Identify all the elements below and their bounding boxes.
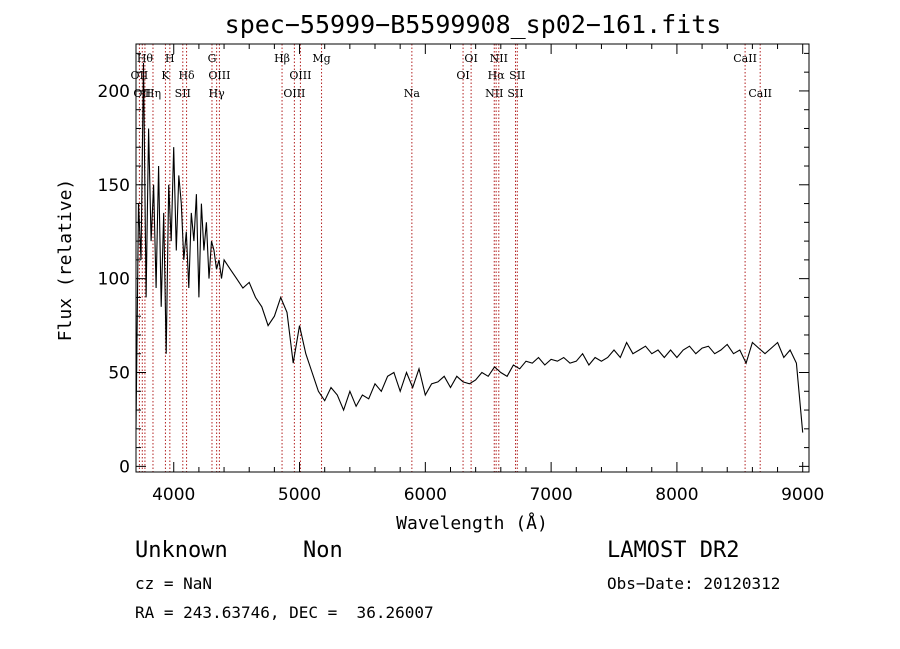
survey-name: LAMOST DR2 — [607, 538, 740, 563]
x-axis-label: Wavelength (Å) — [396, 512, 548, 534]
marker-label-0: OII — [131, 69, 149, 82]
marker-label-16: OI — [456, 69, 469, 82]
x-tick-label-3: 7000 — [529, 485, 572, 505]
x-tick-label-0: 4000 — [152, 485, 195, 505]
plot-frame — [135, 43, 810, 473]
coordinates: RA = 243.63746, DEC = 36.26007 — [135, 603, 434, 622]
marker-label-17: OI — [464, 52, 477, 65]
marker-label-12: OIII — [283, 87, 305, 100]
marker-label-21: SII — [507, 87, 523, 100]
marker-label-18: NII — [485, 87, 503, 100]
x-tick-label-2: 6000 — [404, 485, 447, 505]
y-tick-label-0: 0 — [119, 457, 130, 477]
marker-label-5: H — [165, 52, 175, 65]
emission-line-markers: OIIOIIHθHηKHSIIHδGHγOIIIHβOIIIOIIIMgNaOI… — [131, 44, 772, 472]
marker-label-11: Hβ — [274, 52, 290, 65]
marker-label-9: Hγ — [209, 87, 226, 100]
axes: 4000 5000 6000 7000 8000 9000 0 50 100 150 200 — [98, 44, 824, 505]
marker-label-10: OIII — [208, 69, 230, 82]
marker-label-6: SII — [175, 87, 191, 100]
y-tick-label-3: 150 — [98, 176, 130, 196]
observation-date: Obs−Date: 20120312 — [607, 574, 781, 593]
object-class: Unknown — [135, 538, 228, 563]
marker-label-7: Hδ — [178, 69, 195, 82]
marker-label-1: OII — [133, 87, 151, 100]
marker-label-19: Hα — [488, 69, 506, 82]
redshift-cz: cz = NaN — [135, 574, 213, 593]
marker-label-2: Hθ — [137, 52, 154, 65]
marker-label-14: Mg — [312, 52, 330, 65]
y-tick-label-4: 200 — [98, 82, 130, 102]
chart-title: spec−55999−B5599908_sp02−161.fits — [225, 10, 722, 39]
marker-label-8: G — [208, 52, 217, 65]
y-tick-label-2: 100 — [98, 270, 130, 290]
x-tick-label-5: 9000 — [781, 485, 824, 505]
x-tick-label-1: 5000 — [278, 485, 321, 505]
x-tick-label-4: 8000 — [655, 485, 698, 505]
marker-label-22: SII — [509, 69, 525, 82]
spectrum-chart: spec−55999−B5599908_sp02−161.fits OII OII… — [55, 10, 824, 534]
y-tick-label-1: 50 — [108, 364, 130, 384]
marker-label-15: Na — [404, 87, 421, 100]
marker-label-20: NII — [490, 52, 508, 65]
marker-label-3: Hη — [145, 87, 161, 100]
marker-label-24: CaII — [748, 87, 772, 100]
marker-label-4: K — [161, 69, 170, 82]
y-axis-label: Flux (relative) — [55, 179, 76, 342]
spectrum-series-line — [135, 62, 804, 433]
marker-label-23: CaII — [733, 52, 757, 65]
object-subclass: Non — [303, 538, 343, 563]
marker-label-13: OIII — [289, 69, 311, 82]
